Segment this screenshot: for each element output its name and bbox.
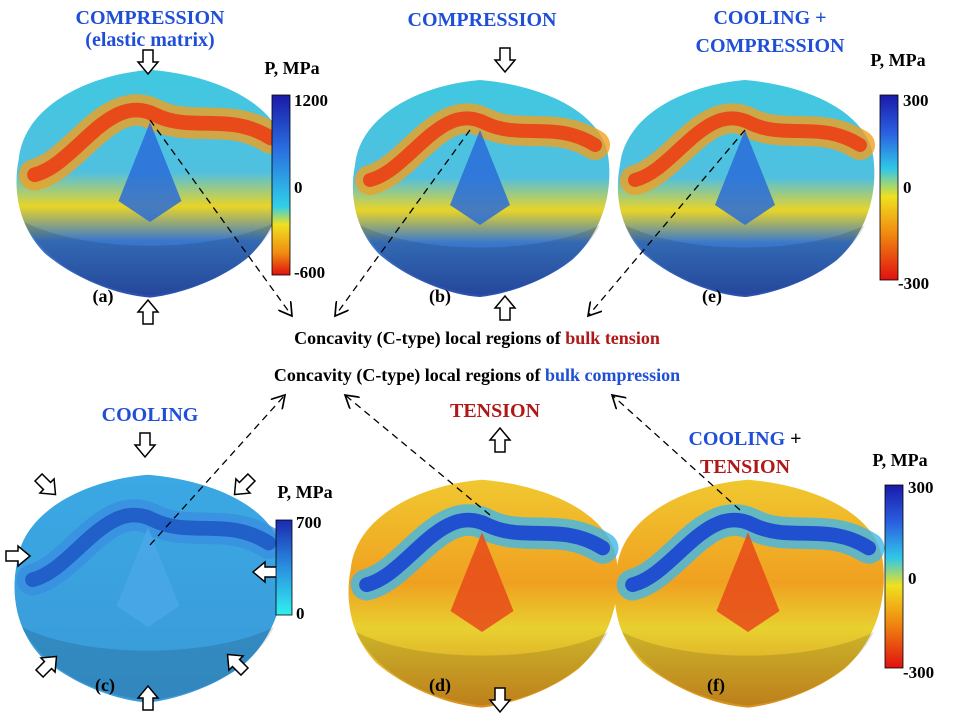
specimen xyxy=(614,480,883,708)
load-arrow xyxy=(31,470,62,501)
colorbar-scale xyxy=(276,520,292,615)
figure: COMPRESSION (elastic matrix) COMPRESSION… xyxy=(0,0,954,717)
colorbar-tick: -600 xyxy=(294,263,325,282)
caption-highlight: bulk tension xyxy=(565,328,660,348)
colorbar: P, MPa 700 0 xyxy=(276,482,333,623)
load-arrow xyxy=(135,433,155,457)
colorbar-tick: -300 xyxy=(903,663,934,682)
panel-label: (a) xyxy=(93,286,114,307)
colorbar: P, MPa 1200 0 -600 xyxy=(264,58,328,282)
specimens xyxy=(14,70,883,708)
caption: Concavity (C-type) local regions of bulk… xyxy=(274,365,680,386)
colorbar-title: P, MPa xyxy=(277,482,332,502)
colorbar-scale xyxy=(880,95,898,280)
caption-highlight: bulk compression xyxy=(545,365,680,385)
panel-label: (d) xyxy=(429,675,451,696)
caption-text: Concavity (C-type) local regions of xyxy=(274,365,545,386)
specimen xyxy=(348,480,617,708)
colorbar-tick: 0 xyxy=(908,569,917,588)
panel-title: COOLING xyxy=(102,404,199,426)
specimen xyxy=(353,80,610,297)
colorbar-tick: -300 xyxy=(898,274,929,293)
panel-title: TENSION xyxy=(700,456,791,478)
panel-title: COOLING + xyxy=(688,428,801,450)
load-arrow xyxy=(495,48,515,72)
colorbar-tick: 1200 xyxy=(294,91,328,110)
panel-title: COMPRESSION xyxy=(76,7,225,29)
colorbar-title: P, MPa xyxy=(870,50,925,70)
colorbar: P, MPa 300 0 -300 xyxy=(870,50,929,293)
panel-title: TENSION xyxy=(450,400,541,422)
colorbar-tick: 300 xyxy=(908,478,934,497)
panel-label: (c) xyxy=(95,675,115,696)
panel-title: COMPRESSION xyxy=(696,35,845,57)
panel-label: (f) xyxy=(707,675,725,696)
colorbar-title: P, MPa xyxy=(264,58,319,78)
panel-title-part: + xyxy=(790,428,801,450)
specimen xyxy=(618,80,875,297)
pointer xyxy=(612,395,740,510)
colorbar-tick: 700 xyxy=(296,513,322,532)
panel-title-part: COOLING xyxy=(688,428,785,450)
panel-title: COOLING + xyxy=(713,7,826,29)
colorbar-title: P, MPa xyxy=(872,450,927,470)
colorbar-tick: 0 xyxy=(903,178,912,197)
colorbar-scale xyxy=(272,95,290,275)
load-arrow xyxy=(490,428,510,452)
caption: Concavity (C-type) local regions of bulk… xyxy=(294,328,660,349)
colorbar-tick: 0 xyxy=(294,178,303,197)
colorbar-scale xyxy=(885,485,903,668)
panel-label: (b) xyxy=(429,286,451,307)
panel-label: (e) xyxy=(702,286,722,307)
caption-text: Concavity (C-type) local regions of xyxy=(294,328,565,349)
panel-title: COMPRESSION xyxy=(408,9,557,31)
load-arrow xyxy=(495,296,515,320)
panel-title: (elastic matrix) xyxy=(85,29,214,51)
colorbar-tick: 300 xyxy=(903,91,929,110)
specimen xyxy=(16,70,285,298)
colorbar-tick: 0 xyxy=(296,604,305,623)
load-arrow xyxy=(138,300,158,324)
